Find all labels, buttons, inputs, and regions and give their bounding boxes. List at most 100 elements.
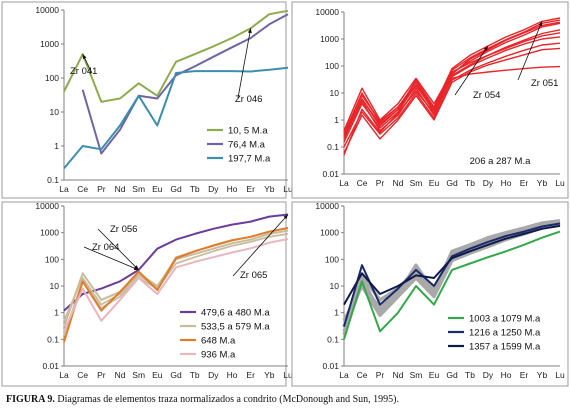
annotation-label: Zr 054 <box>473 90 500 101</box>
y-tick-label: 10 <box>50 107 60 117</box>
x-tick-label: La <box>339 178 349 188</box>
legend-entry: 1003 a 1079 M.a <box>469 314 541 325</box>
legend-entry: 1357 a 1599 M.a <box>469 342 541 353</box>
x-tick-label: Tb <box>465 178 475 188</box>
y-tick-label: 0.1 <box>327 142 339 152</box>
panel-bottom-left: 0.01 0.1 1 10 100 1000 10000 La Ce Pr Nd Sm Eu Gd Tb Dy… <box>1 201 293 387</box>
legend-entry: 1216 a 1250 M.a <box>469 328 541 339</box>
x-tick-label: Ce <box>357 178 368 188</box>
series-line <box>343 47 561 154</box>
y-tick-label: 1000 <box>40 228 59 238</box>
y-tick-label: 1000 <box>320 34 339 44</box>
figure-caption: FIGURA 9. Diagramas de elementos traza n… <box>6 394 566 405</box>
series-line <box>343 224 561 306</box>
y-tick-label: 1 <box>54 308 59 318</box>
annotation-arrow <box>237 28 252 99</box>
x-tick-label: Yb <box>264 184 275 194</box>
annotation-arrow <box>232 214 289 277</box>
series-line <box>343 65 561 133</box>
series-line-group <box>63 233 289 335</box>
x-tick-label: Pr <box>376 178 385 188</box>
annotation-arrowhead <box>483 46 488 51</box>
x-tick-label: La <box>59 370 69 380</box>
y-tick-label: 100 <box>45 254 59 264</box>
series-line <box>63 213 289 312</box>
annotation-arrowhead <box>247 28 252 34</box>
x-tick-label: Nd <box>393 178 404 188</box>
y-tick-label: 10 <box>330 281 340 291</box>
series-line <box>63 238 289 332</box>
x-tick-label: Ce <box>77 370 88 380</box>
x-tick-label: Yb <box>264 370 275 380</box>
x-tick-label: Ce <box>77 184 88 194</box>
x-tick-label: La <box>59 184 69 194</box>
series-line <box>343 21 561 156</box>
x-tick-label: Pr <box>376 370 385 380</box>
series-line <box>343 17 561 137</box>
x-tick-label: Ho <box>227 370 238 380</box>
y-tick-label: 1000 <box>320 228 339 238</box>
x-tick-label: Dy <box>208 370 219 380</box>
x-tick-label: Pr <box>97 184 106 194</box>
annotation-label: Zr 041 <box>70 66 97 77</box>
x-tick-label: Sm <box>132 370 145 380</box>
x-tick-label: Gd <box>170 370 182 380</box>
y-tick-label: 10 <box>50 281 60 291</box>
annotation-arrowhead <box>133 266 139 270</box>
legend-entry: 197,7 M.a <box>228 154 271 165</box>
legend-entry: 936 M.a <box>201 350 236 361</box>
y-tick-label: 1 <box>334 115 339 125</box>
panel-top-right: 0.01 0.1 1 10 100 1000 10000 La Ce Pr Nd Sm Eu Gd Tb Dy… <box>291 1 569 199</box>
caption-text: Diagramas de elementos traza normalizado… <box>57 394 399 405</box>
x-tick-label: Dy <box>208 184 219 194</box>
y-tick-label: 10000 <box>315 201 339 211</box>
x-tick-label: Gd <box>170 184 182 194</box>
x-tick-label: Lu <box>555 178 565 188</box>
x-tick-label: Sm <box>410 370 423 380</box>
series-line-background <box>342 220 561 328</box>
y-tick-label: 0.01 <box>42 361 59 371</box>
series-line <box>343 222 561 327</box>
x-tick-label: Er <box>246 370 255 380</box>
series-line <box>63 66 289 170</box>
y-tick-label: 1 <box>334 308 339 318</box>
panel-top-left: 0.1 1 10 100 1000 10000 La Ce Pr Nd Sm Eu Gd Tb Dy Ho Er… <box>1 1 293 199</box>
x-tick-label: Eu <box>429 370 440 380</box>
x-tick-label: Gd <box>446 370 458 380</box>
x-tick-label: Ho <box>227 184 238 194</box>
y-tick-label: 10 <box>330 88 340 98</box>
x-tick-label: Gd <box>446 178 458 188</box>
x-tick-label: Ce <box>357 370 368 380</box>
legend-entry: 479,6 a 480 M.a <box>201 308 270 319</box>
y-tick-label: 100 <box>325 61 339 71</box>
x-tick-label: Ho <box>501 370 512 380</box>
y-tick-label: 0.1 <box>327 334 339 344</box>
annotation-arrowhead <box>283 214 288 220</box>
x-tick-label: Lu <box>283 370 293 380</box>
legend-entry: 206 a 287 M.a <box>470 156 531 167</box>
legend-entry: 76,4 M.a <box>228 140 266 151</box>
x-tick-label: Ho <box>501 178 512 188</box>
x-tick-label: Nd <box>115 370 126 380</box>
x-tick-label: Yb <box>537 370 548 380</box>
series-line <box>343 230 561 340</box>
x-tick-label: Sm <box>410 178 423 188</box>
x-tick-label: Lu <box>283 184 293 194</box>
annotation-arrowhead <box>538 21 543 27</box>
x-tick-label: Nd <box>115 184 126 194</box>
annotation-label: Zr 046 <box>235 94 262 105</box>
panel-bottom-right: 0.01 0.1 1 10 100 1000 10000 La Ce Pr Nd Sm Eu Gd Tb Dy… <box>291 201 569 387</box>
y-tick-label: 10000 <box>35 5 59 15</box>
x-tick-label: Eu <box>429 178 440 188</box>
series-line <box>81 13 289 155</box>
x-tick-label: Lu <box>555 370 565 380</box>
x-tick-label: Er <box>520 178 529 188</box>
x-tick-label: Er <box>246 184 255 194</box>
x-tick-label: Dy <box>483 370 494 380</box>
y-tick-label: 0.01 <box>322 361 339 371</box>
annotation-arrowhead <box>82 54 87 60</box>
annotation-arrow <box>97 228 139 271</box>
x-tick-label: Eu <box>152 184 163 194</box>
panel-frame <box>1 201 287 387</box>
